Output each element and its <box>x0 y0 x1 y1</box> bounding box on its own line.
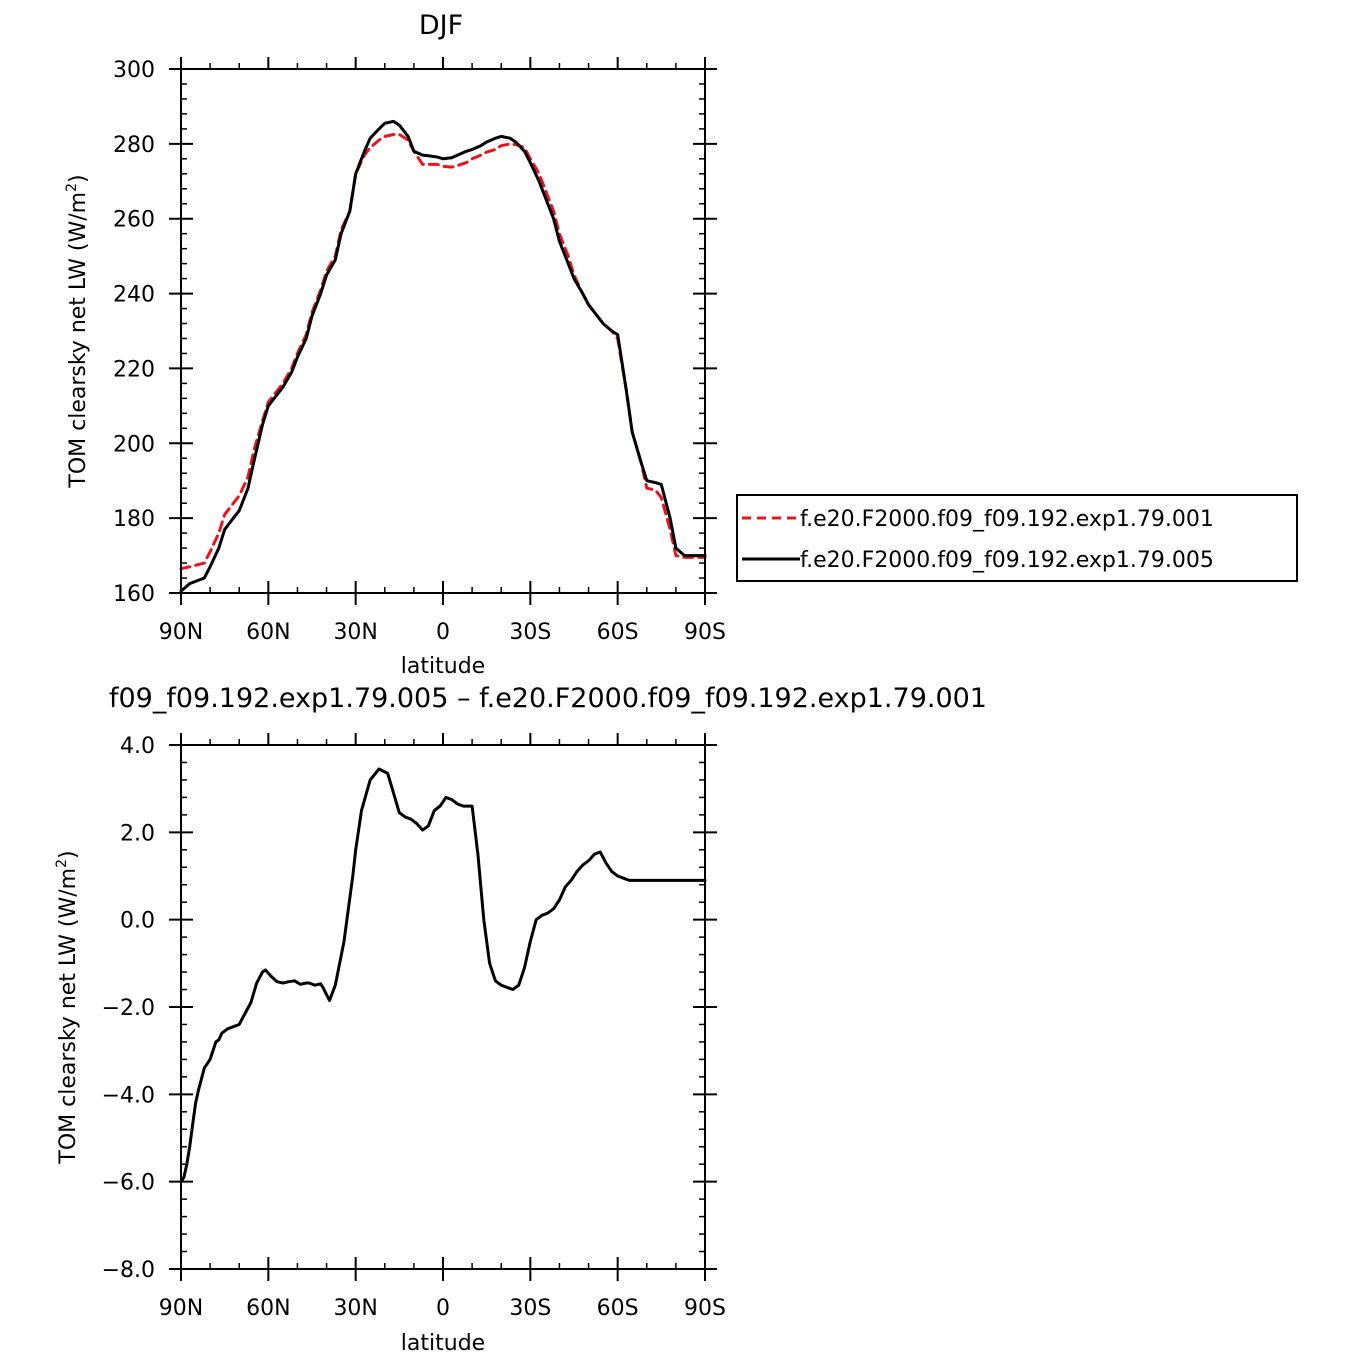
y-tick-label: 240 <box>113 283 155 308</box>
x-tick-label: 90S <box>684 620 726 645</box>
bottom-chart: f09_f09.192.exp1.79.005 – f.e20.F2000.f0… <box>54 683 987 1356</box>
y-tick-label: 180 <box>113 507 155 532</box>
x-tick-label: 60N <box>246 620 290 645</box>
y-tick-label: 220 <box>113 357 155 382</box>
legend-label-series-1: f.e20.F2000.f09_f09.192.exp1.79.001 <box>800 507 1214 532</box>
x-tick-label: 90S <box>684 1296 726 1321</box>
y-tick-label: 280 <box>113 133 155 158</box>
y-tick-label: 300 <box>113 58 155 83</box>
x-tick-label: 30S <box>509 1296 551 1321</box>
tick-labels: 90N 60N 30N 0 30S 60S 90S 160 180 200 220 240 260 280… <box>113 58 726 645</box>
chart-title: f09_f09.192.exp1.79.005 – f.e20.F2000.f0… <box>109 683 987 714</box>
x-tick-label: 60N <box>246 1296 290 1321</box>
series-line-2 <box>179 119 707 593</box>
legend-label-series-2: f.e20.F2000.f09_f09.192.exp1.79.005 <box>800 548 1214 573</box>
series-layer <box>179 119 707 593</box>
x-tick-label: 30S <box>509 620 551 645</box>
tick-marks <box>169 733 717 1281</box>
y-axis-label: TOM clearsky net LW (W/m2) <box>64 174 91 488</box>
y-tick-label: 260 <box>113 208 155 233</box>
x-tick-label: 60S <box>597 620 639 645</box>
plot-frame <box>180 744 706 1270</box>
series-line-1 <box>179 767 707 1184</box>
x-tick-label: 90N <box>159 1296 203 1321</box>
legend: f.e20.F2000.f09_f09.192.exp1.79.001 f.e2… <box>736 494 1298 582</box>
top-chart: DJF 90N 60N 30N 0 30S 60S 90S 160 180 200 220 240 26… <box>64 10 1298 679</box>
legend-box <box>736 494 1298 582</box>
x-axis-label: latitude <box>401 654 485 679</box>
y-tick-label: 2.0 <box>120 821 155 846</box>
y-tick-label: −4.0 <box>102 1083 155 1108</box>
plot-frame <box>180 68 706 594</box>
y-tick-label: 160 <box>113 582 155 607</box>
y-tick-label: −2.0 <box>102 996 155 1021</box>
series-layer <box>179 767 707 1184</box>
x-tick-label: 30N <box>333 1296 377 1321</box>
y-tick-label: −8.0 <box>102 1258 155 1283</box>
tick-labels: 90N 60N 30N 0 30S 60S 90S −8.0 −6.0 −4.0 −2.0 0.0 2.… <box>102 734 726 1321</box>
x-axis-label: latitude <box>401 1331 485 1356</box>
y-axis-label: TOM clearsky net LW (W/m2) <box>54 850 81 1164</box>
chart-title: DJF <box>419 10 463 41</box>
y-tick-label: −6.0 <box>102 1171 155 1196</box>
x-tick-label: 30N <box>333 620 377 645</box>
x-tick-label: 0 <box>436 1296 450 1321</box>
x-tick-label: 60S <box>597 1296 639 1321</box>
y-tick-label: 0.0 <box>120 909 155 934</box>
x-tick-label: 0 <box>436 620 450 645</box>
y-tick-label: 4.0 <box>120 734 155 759</box>
y-tick-label: 200 <box>113 432 155 457</box>
series-line-1 <box>179 133 707 571</box>
x-tick-label: 90N <box>159 620 203 645</box>
tick-marks <box>169 57 717 605</box>
